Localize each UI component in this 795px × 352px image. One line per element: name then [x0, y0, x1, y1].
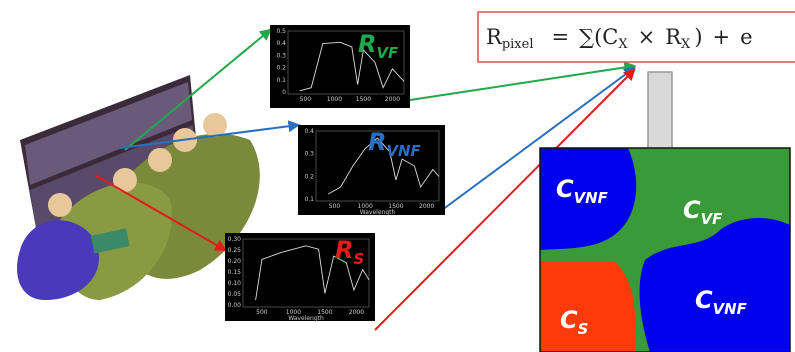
region-label-sub: VF	[701, 210, 723, 228]
plot-frame	[242, 238, 370, 308]
x-tick-label: 1000	[327, 96, 342, 103]
y-tick-label: 0.4	[276, 40, 286, 47]
formula-part: )	[694, 25, 702, 49]
spectrum-label-sub: S	[353, 250, 364, 268]
x-axis-label: Wavelength	[360, 209, 396, 216]
x-tick-label: 500	[256, 309, 268, 316]
x-axis-label: Wavelength	[288, 315, 324, 322]
spectrum-label: RVF	[358, 30, 398, 62]
region-label: CS	[560, 306, 588, 338]
y-tick-label: 0.20	[228, 258, 242, 265]
x-tick-label: 2000	[349, 309, 364, 316]
x-tick-label: 1000	[286, 309, 301, 316]
x-tick-label: 1500	[356, 96, 371, 103]
spectrum-label-main: R	[358, 30, 376, 58]
formula-subscript: X	[618, 37, 628, 52]
region-label-main: C	[560, 306, 578, 334]
y-tick-label: 0.3	[276, 52, 286, 59]
spectrum-panel	[298, 125, 445, 215]
y-tick-label: 0.5	[276, 28, 286, 35]
y-tick-label: 0.1	[276, 77, 286, 84]
region-label-main: C	[556, 175, 574, 203]
formula-part: ∑(C	[579, 25, 618, 49]
region-label: CVNF	[695, 286, 747, 318]
y-tick-label: 0.10	[228, 280, 242, 287]
spectrum-curve	[328, 137, 440, 195]
formula-subscript: pixel	[502, 37, 534, 52]
formula-part: R	[486, 25, 503, 49]
spectrum-label-sub: VF	[376, 44, 398, 62]
spectrum-label-main: R	[368, 128, 386, 156]
region-label: CVNF	[556, 175, 608, 207]
y-tick-label: 0.2	[304, 173, 314, 180]
y-tick-label: 0.00	[228, 302, 242, 309]
region-label-sub: VNF	[713, 300, 747, 318]
x-tick-label: 1500	[317, 309, 332, 316]
region-label-sub: S	[578, 320, 589, 338]
spectrum-label-main: R	[335, 236, 353, 264]
formula-part: +	[713, 25, 731, 49]
plot-frame	[315, 130, 440, 202]
spectrum-curve	[255, 245, 370, 301]
y-tick-label: 0.3	[304, 151, 314, 158]
y-tick-label: 0.1	[304, 196, 314, 203]
region-label-main: C	[695, 286, 713, 314]
formula: Rpixel = ∑(CX × RX) + e	[486, 25, 753, 52]
y-tick-label: 0.25	[228, 247, 242, 254]
x-tick-label: 2000	[419, 203, 434, 210]
formula-part: =	[551, 25, 569, 49]
y-tick-label: 0.4	[304, 128, 314, 135]
region-label-main: C	[683, 196, 701, 224]
formula-box	[477, 11, 795, 63]
y-tick-label: 0.30	[228, 236, 242, 243]
formula-part: R	[665, 25, 682, 49]
x-tick-label: 500	[329, 203, 341, 210]
plot-frame	[287, 30, 405, 95]
arrows	[94, 28, 637, 331]
y-tick-label: 0.15	[228, 269, 242, 276]
y-tick-label: 0.05	[228, 291, 242, 298]
spectrum-label-sub: VNF	[386, 142, 420, 160]
x-tick-label: 1500	[388, 203, 403, 210]
formula-part: e	[740, 25, 752, 49]
cartoon	[17, 75, 260, 300]
region-label: CVF	[683, 196, 722, 228]
formula-subscript: X	[681, 37, 691, 52]
spectrum-curve	[299, 41, 405, 92]
spectrum-label: RS	[335, 236, 364, 268]
y-tick-label: 0	[282, 89, 286, 96]
x-tick-label: 2000	[385, 96, 400, 103]
formula-part: ×	[638, 25, 656, 49]
x-tick-label: 1000	[358, 203, 373, 210]
y-tick-label: 0.2	[276, 65, 286, 72]
spectrum-label: RVNF	[368, 128, 421, 160]
x-tick-label: 500	[300, 96, 312, 103]
class-map	[539, 147, 791, 352]
region-label-sub: VNF	[574, 189, 608, 207]
